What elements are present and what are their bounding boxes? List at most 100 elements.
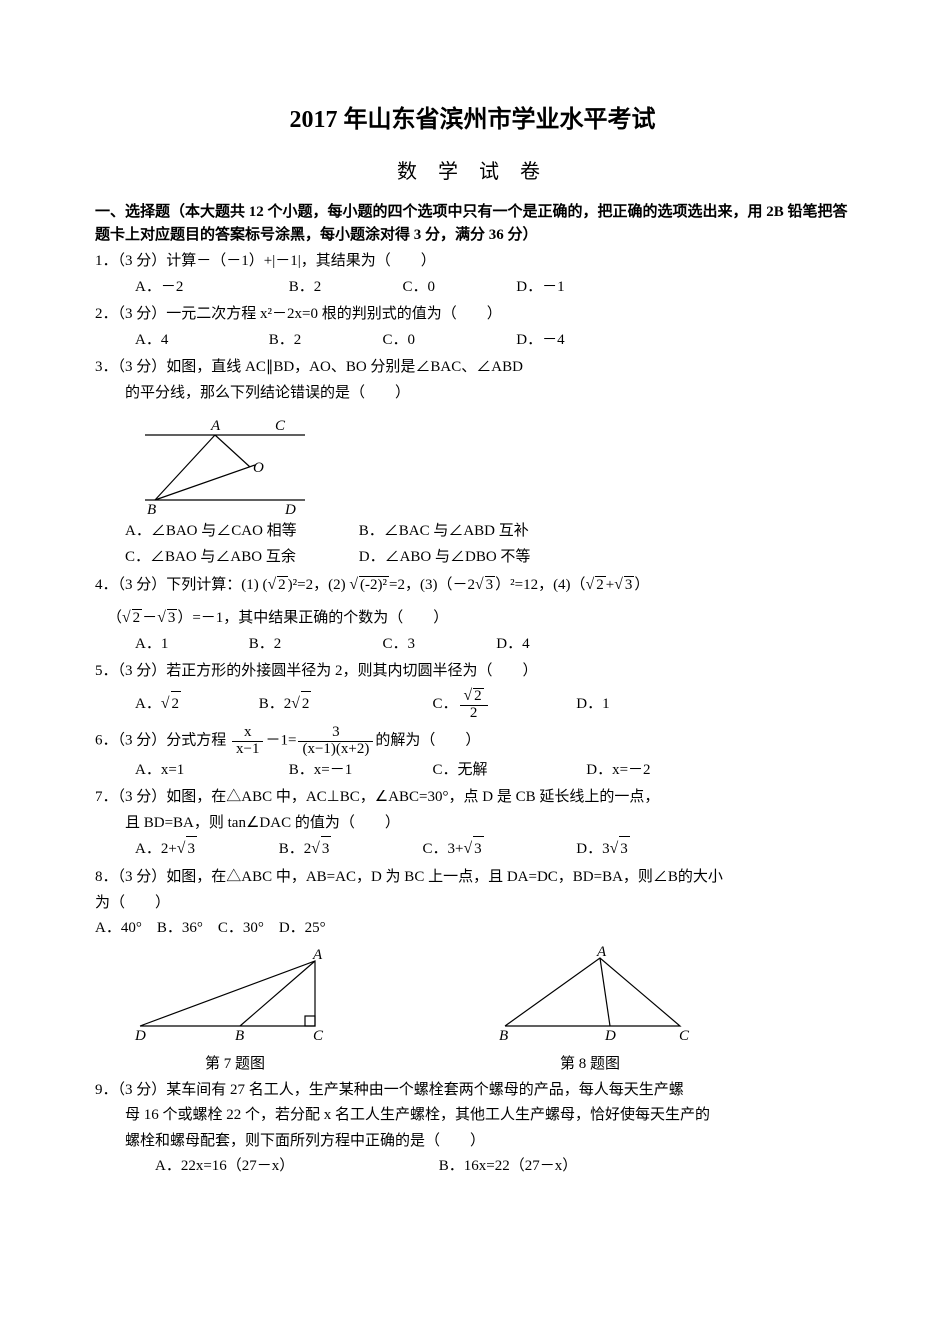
svg-text:B: B xyxy=(235,1028,244,1041)
q4-opt-b: B．2 xyxy=(249,632,379,658)
q6-opt-c: C．无解 xyxy=(433,758,583,784)
svg-text:B: B xyxy=(499,1028,508,1041)
section-1-heading: 一、选择题（本大题共 12 个小题，每小题的四个选项中只有一个是正确的，把正确的… xyxy=(95,201,850,248)
q9-opt-a: A．22x=16（27－x） xyxy=(155,1154,435,1180)
q8-line1: 8．（3 分）如图，在△ABC 中，AB=AC，D 为 BC 上一点，且 DA=… xyxy=(95,865,850,891)
q4-opt-a: A．1 xyxy=(135,632,245,658)
q9-line1: 9．（3 分）某车间有 27 名工人，生产某种由一个螺栓套两个螺母的产品，每人每… xyxy=(95,1078,850,1104)
svg-text:D: D xyxy=(604,1028,616,1041)
question-3: 3．（3 分）如图，直线 AC∥BD，AO、BO 分别是∠BAC、∠ABD 的平… xyxy=(95,355,850,570)
q1-opt-d: D．－1 xyxy=(516,275,564,301)
question-7: 7．（3 分）如图，在△ABC 中，AC⊥BC，∠ABC=30°，点 D 是 C… xyxy=(95,785,850,863)
q8-options: A．40° B．36° C．30° D．25° xyxy=(95,916,850,942)
svg-text:A: A xyxy=(312,947,323,963)
q3-opt-d: D．∠ABO 与∠DBO 不等 xyxy=(359,549,531,565)
q5-text: 5．（3 分）若正方形的外接圆半径为 2，则其内切圆半径为（ ） xyxy=(95,659,850,685)
question-4: 4．（3 分）下列计算：(1) (2)²=2，(2) (-2)²=2，(3)（－… xyxy=(95,572,850,657)
q6-opt-b: B．x=－1 xyxy=(289,758,429,784)
question-2: 2．（3 分）一元二次方程 x²－2x=0 根的判别式的值为（ ） A．4 B．… xyxy=(95,302,850,353)
q3-row1: A．∠BAO 与∠CAO 相等 B．∠BAC 与∠ABD 互补 xyxy=(95,519,850,545)
svg-text:A: A xyxy=(210,418,221,434)
q4-l2a: （ xyxy=(107,610,122,626)
q4-l1d: ）²=12，(4)（ xyxy=(495,577,585,593)
question-8: 8．（3 分）如图，在△ABC 中，AB=AC，D 为 BC 上一点，且 DA=… xyxy=(95,865,850,942)
q4-line2: （2－3）=－1，其中结果正确的个数为（ ） xyxy=(95,605,850,632)
q3-row2: C．∠BAO 与∠ABO 互余 D．∠ABO 与∠DBO 不等 xyxy=(95,545,850,571)
q7-line1: 7．（3 分）如图，在△ABC 中，AC⊥BC，∠ABC=30°，点 D 是 C… xyxy=(95,785,850,811)
q9-line2: 母 16 个或螺栓 22 个，若分配 x 名工人生产螺栓，其他工人生产螺母，恰好… xyxy=(95,1103,850,1129)
svg-text:D: D xyxy=(134,1028,146,1041)
svg-text:C: C xyxy=(275,418,286,434)
q5-opt-a: A．2 xyxy=(135,691,255,718)
q5-opt-b: B．22 xyxy=(259,691,429,718)
question-9: 9．（3 分）某车间有 27 名工人，生产某种由一个螺栓套两个螺母的产品，每人每… xyxy=(95,1078,850,1180)
fig8-caption: 第 8 题图 xyxy=(485,1052,695,1078)
q4-opt-d: D．4 xyxy=(496,632,529,658)
fig7-wrap: A D B C 第 7 题图 xyxy=(125,946,345,1078)
q7-line2: 且 BD=BA，则 tan∠DAC 的值为（ ） xyxy=(95,811,850,837)
svg-text:A: A xyxy=(596,946,607,960)
q2-text: 2．（3 分）一元二次方程 x²－2x=0 根的判别式的值为（ ） xyxy=(95,302,850,328)
exam-subtitle: 数 学 试 卷 xyxy=(95,155,850,189)
q4-l2b: － xyxy=(142,610,157,626)
q6-opt-a: A．x=1 xyxy=(135,758,285,784)
q6-pre: 6．（3 分）分式方程 xyxy=(95,733,230,749)
exam-title: 2017 年山东省滨州市学业水平考试 xyxy=(95,100,850,141)
q3-opt-c: C．∠BAO 与∠ABO 互余 xyxy=(125,545,355,571)
q7-opt-d: D．33 xyxy=(576,836,630,863)
fig7-caption: 第 7 题图 xyxy=(125,1052,345,1078)
q6-post: 的解为（ ） xyxy=(375,733,480,749)
q5-opt-c: C．22 xyxy=(433,688,573,722)
q7-opt-b: B．23 xyxy=(279,836,419,863)
q4-l1e: + xyxy=(606,577,614,593)
q7-opt-a: A．2+3 xyxy=(135,836,275,863)
q8-figure: A B D C xyxy=(485,946,695,1041)
svg-text:B: B xyxy=(147,502,156,515)
q1-opt-c: C．0 xyxy=(403,275,513,301)
q3-opt-b: B．∠BAC 与∠ABD 互补 xyxy=(359,523,529,539)
q4-l2c: ）=－1，其中结果正确的个数为（ ） xyxy=(177,610,448,626)
q4-opt-c: C．3 xyxy=(383,632,493,658)
question-5: 5．（3 分）若正方形的外接圆半径为 2，则其内切圆半径为（ ） A．2 B．2… xyxy=(95,659,850,721)
q6-mid: －1= xyxy=(265,733,296,749)
q6-options: A．x=1 B．x=－1 C．无解 D．x=－2 xyxy=(95,758,850,784)
svg-text:C: C xyxy=(679,1028,690,1041)
svg-text:C: C xyxy=(313,1028,324,1041)
svg-text:D: D xyxy=(284,502,296,515)
q1-options: A．－2 B．2 C．0 D．－1 xyxy=(95,275,850,301)
q3-line2: 的平分线，那么下列结论错误的是（ ） xyxy=(95,381,850,407)
q5-options: A．2 B．22 C．22 D．1 xyxy=(95,688,850,722)
q4-l1f: ） xyxy=(634,577,649,593)
q7-opt-c: C．3+3 xyxy=(423,836,573,863)
svg-text:O: O xyxy=(253,460,264,476)
q4-l1b: =2，(2) xyxy=(297,577,349,593)
q8-line2: 为（ ） xyxy=(95,891,850,917)
q1-opt-b: B．2 xyxy=(289,275,399,301)
q4-line1: 4．（3 分）下列计算：(1) (2)²=2，(2) (-2)²=2，(3)（－… xyxy=(95,572,850,599)
q3-opt-a: A．∠BAO 与∠CAO 相等 xyxy=(125,519,355,545)
q2-opt-a: A．4 xyxy=(135,328,265,354)
q1-text: 1．（3 分）计算－（－1）+|－1|，其结果为（ ） xyxy=(95,249,850,275)
q9-opt-b: B．16x=22（27－x） xyxy=(439,1158,577,1174)
q1-opt-a: A．－2 xyxy=(135,275,285,301)
q9-line3: 螺栓和螺母配套，则下面所列方程中正确的是（ ） xyxy=(95,1129,850,1155)
q7-options: A．2+3 B．23 C．3+3 D．33 xyxy=(95,836,850,863)
q6-opt-d: D．x=－2 xyxy=(586,758,650,784)
q4-l1a: 4．（3 分）下列计算：(1) xyxy=(95,577,263,593)
question-6: 6．（3 分）分式方程 xx−1－1=3(x−1)(x+2)的解为（ ） A．x… xyxy=(95,725,850,783)
q9-options: A．22x=16（27－x） B．16x=22（27－x） xyxy=(95,1154,850,1180)
q5-opt-d: D．1 xyxy=(576,692,609,718)
q2-opt-c: C．0 xyxy=(383,328,513,354)
q2-opt-d: D．－4 xyxy=(516,328,564,354)
q2-options: A．4 B．2 C．0 D．－4 xyxy=(95,328,850,354)
question-1: 1．（3 分）计算－（－1）+|－1|，其结果为（ ） A．－2 B．2 C．0… xyxy=(95,249,850,300)
q4-l1c: =2，(3)（－2 xyxy=(389,577,475,593)
fig8-wrap: A B D C 第 8 题图 xyxy=(485,946,695,1078)
q3-line1: 3．（3 分）如图，直线 AC∥BD，AO、BO 分别是∠BAC、∠ABD xyxy=(95,355,850,381)
q2-opt-b: B．2 xyxy=(269,328,379,354)
q4-options: A．1 B．2 C．3 D．4 xyxy=(95,632,850,658)
q7-figure: A D B C xyxy=(125,946,345,1041)
figure-row: A D B C 第 7 题图 A B D C 第 8 题图 xyxy=(95,946,850,1078)
q3-figure: A C B D O xyxy=(125,410,315,515)
q6-text: 6．（3 分）分式方程 xx−1－1=3(x−1)(x+2)的解为（ ） xyxy=(95,725,850,758)
